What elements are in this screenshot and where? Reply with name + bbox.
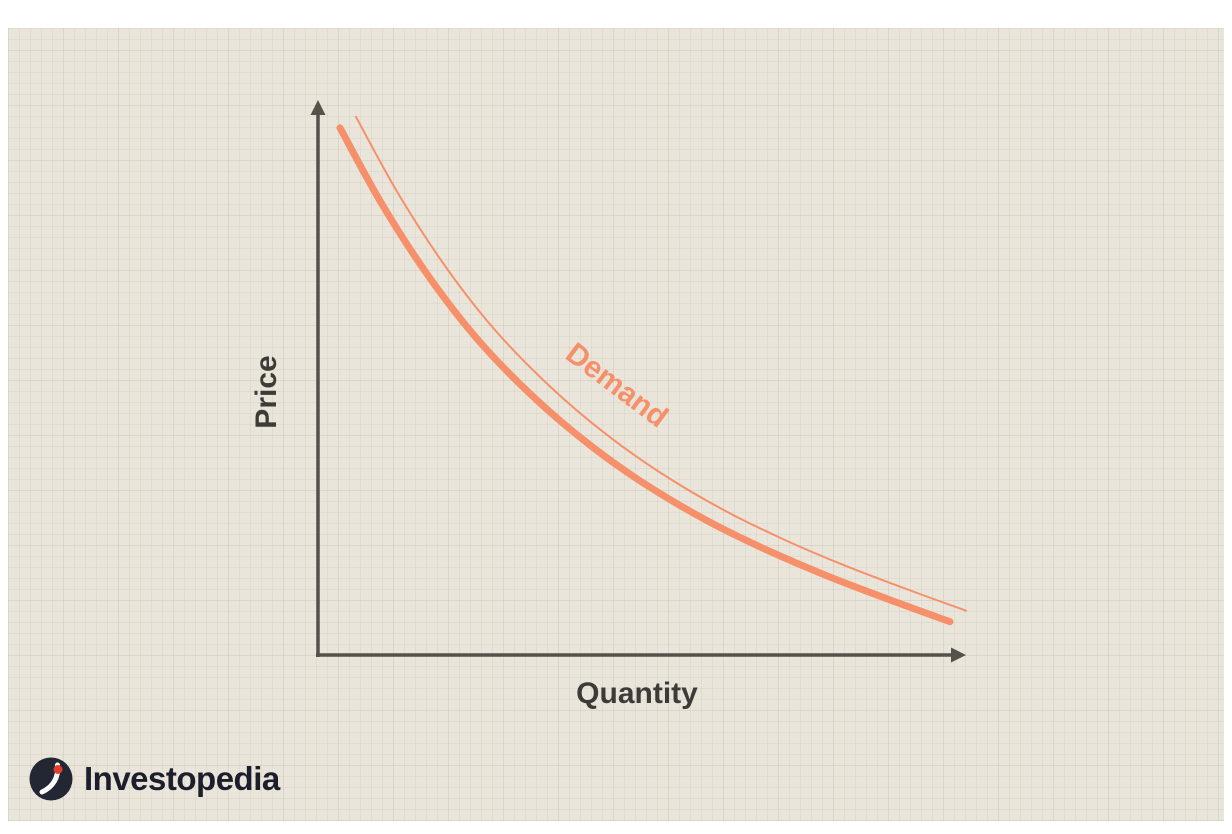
logo-text: Investopedia (84, 760, 280, 797)
chart-canvas (8, 28, 1224, 821)
demand-curve (336, 124, 954, 626)
demand-curve-outline (355, 115, 967, 612)
y-axis-label: Price (250, 355, 283, 428)
axis-arrow-up-icon (310, 100, 326, 115)
x-axis-label: Quantity (576, 677, 698, 710)
investopedia-i-icon (29, 757, 73, 801)
axis-arrow-right-icon (951, 647, 966, 663)
demand-curve-label: Demand (560, 337, 674, 435)
axes (310, 100, 966, 663)
logo: Investopedia (28, 756, 280, 802)
